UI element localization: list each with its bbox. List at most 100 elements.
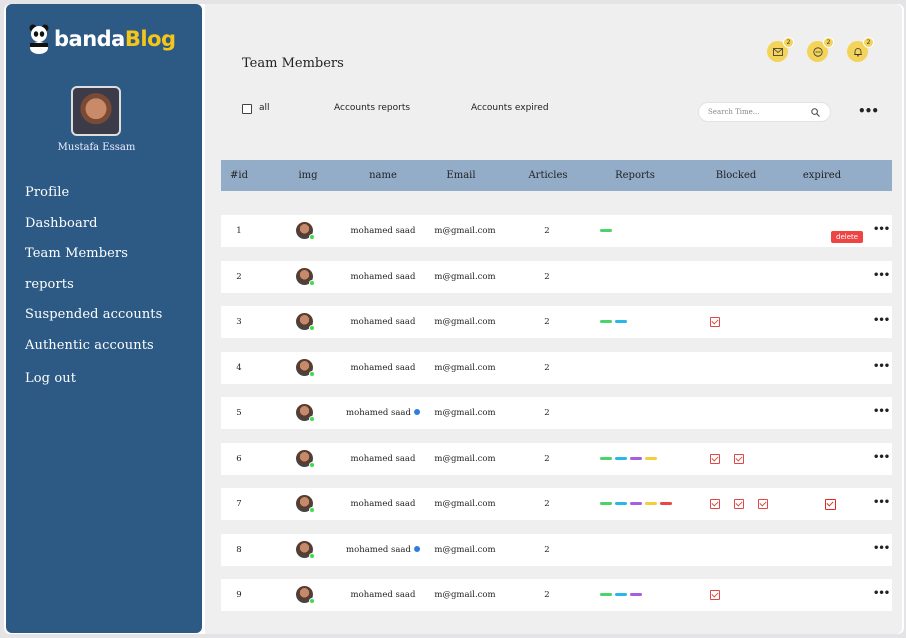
search-input[interactable]: Search Time...	[698, 102, 831, 122]
row-name[interactable]: mohamed saad	[351, 261, 416, 293]
row-id: 3	[236, 317, 242, 327]
report-blue-bar[interactable]	[615, 502, 627, 505]
row-avatar[interactable]	[296, 495, 315, 513]
table-row[interactable]: 8 mohamed saad m@gmail.com 2 •••	[221, 534, 892, 566]
expired-checkbox[interactable]	[825, 499, 836, 510]
report-green-bar[interactable]	[600, 457, 612, 460]
select-all-checkbox[interactable]	[242, 104, 252, 114]
brand-name-part2: Blog	[124, 27, 176, 51]
report-blue-bar[interactable]	[615, 320, 627, 323]
report-green-bar[interactable]	[600, 229, 612, 232]
column-header-email: Email	[446, 170, 476, 181]
row-avatar[interactable]	[296, 268, 315, 286]
report-purple-bar[interactable]	[630, 457, 642, 460]
row-more-options-icon[interactable]: •••	[873, 315, 890, 326]
row-name-text: mohamed saad	[350, 272, 416, 282]
blocked-checkbox[interactable]	[710, 454, 720, 464]
bell-badge: 2	[863, 37, 874, 48]
row-avatar[interactable]	[296, 359, 315, 377]
page-title: Team Members	[242, 56, 344, 71]
column-header-name: name	[369, 170, 397, 181]
sidebar-item-reports[interactable]: reports	[25, 276, 74, 292]
row-avatar[interactable]	[296, 541, 315, 559]
row-name[interactable]: mohamed saad	[351, 443, 416, 475]
blocked-checkbox[interactable]	[710, 590, 720, 600]
row-id: 9	[236, 590, 242, 600]
report-blue-bar[interactable]	[615, 457, 627, 460]
row-avatar[interactable]	[296, 586, 315, 604]
table-row[interactable]: 7 mohamed saad m@gmail.com 2 •••	[221, 488, 892, 520]
row-more-options-icon[interactable]: •••	[873, 452, 890, 463]
bell-icon[interactable]: 2	[847, 37, 874, 62]
row-avatar[interactable]	[296, 313, 315, 331]
table-row[interactable]: 4 mohamed saad m@gmail.com 2 •••	[221, 352, 892, 384]
filter-accounts-expired[interactable]: Accounts expired	[471, 103, 549, 113]
brand-logo[interactable]: bandaBlog	[28, 24, 176, 54]
sidebar-item-suspended-accounts[interactable]: Suspended accounts	[25, 307, 163, 322]
table-row[interactable]: 2 mohamed saad m@gmail.com 2 •••	[221, 261, 892, 293]
row-name[interactable]: mohamed saad	[351, 215, 416, 247]
mail-icon[interactable]: 2	[767, 37, 794, 62]
row-id: 6	[236, 454, 242, 464]
report-yellow-bar[interactable]	[645, 457, 657, 460]
row-name[interactable]: mohamed saad	[351, 488, 416, 520]
row-more-options-icon[interactable]: •••	[873, 588, 890, 599]
row-more-options-icon[interactable]: •••	[873, 543, 890, 554]
sidebar-item-authentic-accounts[interactable]: Authentic accounts	[25, 337, 154, 353]
report-yellow-bar[interactable]	[645, 502, 657, 505]
row-articles: 2	[544, 454, 550, 464]
report-green-bar[interactable]	[600, 593, 612, 596]
row-name[interactable]: mohamed saad	[351, 352, 416, 384]
online-status-icon	[309, 416, 315, 422]
sidebar: bandaBlog Mustafa Essam Profile Dashboar…	[6, 4, 202, 633]
table-row[interactable]: 3 mohamed saad m@gmail.com 2 •••	[221, 306, 892, 338]
row-more-options-icon[interactable]: •••	[873, 270, 890, 281]
row-avatar[interactable]	[296, 450, 315, 468]
blocked-checkbox[interactable]	[734, 499, 744, 509]
more-options-icon[interactable]: •••	[858, 104, 879, 118]
row-more-options-icon[interactable]: •••	[873, 497, 890, 508]
blocked-checkbox[interactable]	[758, 499, 768, 509]
report-purple-bar[interactable]	[630, 593, 642, 596]
sidebar-item-dashboard[interactable]: Dashboard	[25, 215, 98, 231]
blocked-checkbox[interactable]	[710, 499, 720, 509]
row-id: 2	[236, 272, 242, 282]
row-id: 8	[236, 545, 242, 555]
row-name[interactable]: mohamed saad	[351, 579, 416, 611]
row-avatar[interactable]	[296, 222, 315, 240]
user-avatar[interactable]	[71, 86, 121, 136]
report-purple-bar[interactable]	[630, 502, 642, 505]
report-green-bar[interactable]	[600, 502, 612, 505]
row-name-text: mohamed saad	[350, 363, 416, 373]
row-name[interactable]: mohamed saad	[351, 306, 416, 338]
table-row[interactable]: 6 mohamed saad m@gmail.com 2 •••	[221, 443, 892, 475]
sidebar-item-team-members[interactable]: Team Members	[25, 246, 128, 261]
blocked-checkbox[interactable]	[710, 317, 720, 327]
report-blue-bar[interactable]	[615, 593, 627, 596]
row-name[interactable]: mohamed saad	[346, 534, 420, 566]
row-avatar[interactable]	[296, 404, 315, 422]
sidebar-item-profile[interactable]: Profile	[25, 185, 70, 200]
blocked-checkbox[interactable]	[734, 454, 744, 464]
row-more-options-icon[interactable]: •••	[873, 224, 890, 235]
search-icon[interactable]	[811, 108, 820, 117]
chat-icon[interactable]: 2	[807, 37, 834, 62]
sidebar-item-logout[interactable]: Log out	[25, 371, 77, 386]
table-row[interactable]: 1 mohamed saad m@gmail.com 2 delete •••	[221, 215, 892, 247]
row-name[interactable]: mohamed saad	[346, 397, 420, 429]
report-red-bar[interactable]	[660, 502, 672, 505]
report-green-bar[interactable]	[600, 320, 612, 323]
row-id: 7	[236, 499, 242, 509]
chat-badge: 2	[823, 37, 834, 48]
row-reports	[600, 457, 657, 460]
filter-accounts-reports[interactable]: Accounts reports	[334, 103, 411, 113]
filter-all-label[interactable]: all	[259, 103, 270, 113]
table-row[interactable]: 5 mohamed saad m@gmail.com 2 •••	[221, 397, 892, 429]
delete-button[interactable]: delete	[831, 231, 864, 243]
column-header-articles: Articles	[528, 170, 568, 181]
row-articles: 2	[544, 590, 550, 600]
row-more-options-icon[interactable]: •••	[873, 406, 890, 417]
row-more-options-icon[interactable]: •••	[873, 361, 890, 372]
table-row[interactable]: 9 mohamed saad m@gmail.com 2 •••	[221, 579, 892, 611]
panda-icon	[29, 24, 49, 54]
